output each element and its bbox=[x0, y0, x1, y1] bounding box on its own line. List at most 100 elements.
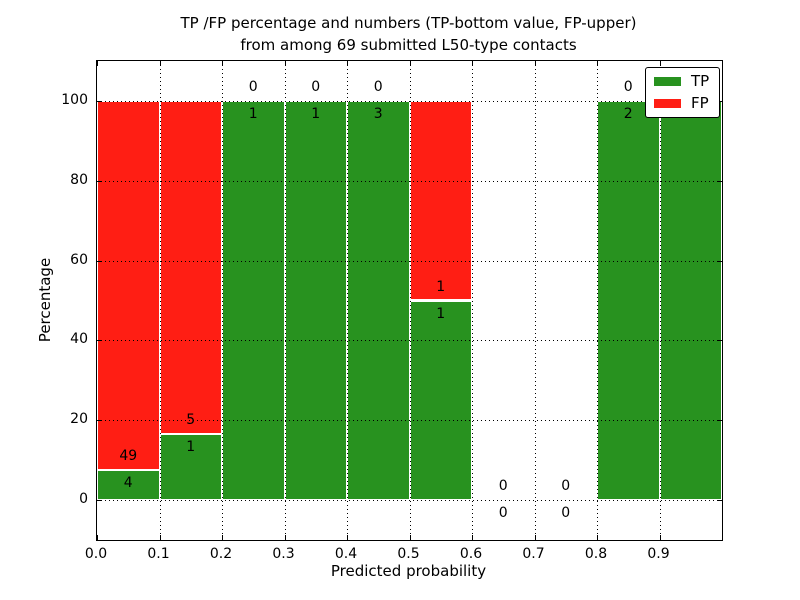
legend-item-fp: FP bbox=[654, 96, 709, 111]
gridline-v bbox=[534, 61, 536, 540]
tick-mark bbox=[97, 340, 102, 342]
bar-segment-tp bbox=[284, 100, 347, 501]
tick-mark bbox=[97, 535, 98, 540]
bar-count-label-fp: 0 bbox=[248, 78, 258, 95]
tick-mark bbox=[409, 61, 411, 66]
x-tick-label: 0.6 bbox=[459, 546, 483, 562]
tick-mark bbox=[717, 420, 722, 422]
bar-count-label-fp: 49 bbox=[119, 447, 138, 464]
tick-mark bbox=[597, 61, 598, 66]
tick-mark bbox=[717, 180, 722, 182]
chart-title: TP /FP percentage and numbers (TP-bottom… bbox=[96, 12, 721, 56]
bar-count-label-fp: 0 bbox=[311, 78, 321, 95]
tick-mark bbox=[722, 61, 723, 66]
bar-count-label-fp: 1 bbox=[436, 278, 446, 295]
tick-mark bbox=[659, 61, 661, 66]
tick-mark bbox=[717, 500, 722, 502]
chart-title-line1: TP /FP percentage and numbers (TP-bottom… bbox=[180, 14, 637, 32]
bar-count-label-tp: 4 bbox=[123, 474, 133, 491]
y-tick-label: 100 bbox=[61, 91, 88, 108]
x-axis-label: Predicted probability bbox=[330, 562, 487, 580]
tick-mark bbox=[534, 61, 536, 66]
x-tick-label: 0.2 bbox=[209, 546, 233, 562]
bar-count-label-tp: 2 bbox=[623, 105, 633, 122]
tick-mark bbox=[97, 420, 102, 422]
x-tick-label: 0.1 bbox=[147, 546, 170, 562]
tick-mark bbox=[97, 500, 102, 502]
x-tick-label: 0.5 bbox=[397, 546, 420, 562]
y-tick-label: 60 bbox=[70, 251, 88, 268]
legend-label-tp: TP bbox=[691, 72, 710, 90]
tick-mark bbox=[717, 340, 722, 342]
tick-mark bbox=[717, 260, 722, 262]
gridline-v bbox=[409, 61, 411, 540]
tick-mark bbox=[597, 535, 598, 540]
tick-mark bbox=[284, 61, 286, 66]
bar-count-label-tp: 0 bbox=[498, 505, 508, 522]
bar-count-label-tp: 1 bbox=[248, 105, 258, 122]
tick-mark bbox=[97, 100, 102, 102]
bar-count-label-fp: 0 bbox=[623, 78, 633, 95]
bar-segment-tp bbox=[159, 433, 222, 501]
legend: TP FP bbox=[645, 67, 721, 118]
tick-mark bbox=[347, 61, 348, 66]
x-tick-label: 0.7 bbox=[522, 546, 545, 562]
bar-segment-tp bbox=[97, 469, 160, 501]
bar-segment-tp bbox=[409, 300, 472, 501]
y-tick-label: 80 bbox=[70, 171, 88, 188]
tick-mark bbox=[222, 535, 223, 540]
tick-mark bbox=[472, 535, 473, 540]
tick-mark bbox=[472, 61, 473, 66]
tick-mark bbox=[222, 61, 223, 66]
tick-mark bbox=[722, 535, 723, 540]
bar-count-label-tp: 1 bbox=[311, 105, 321, 122]
bar-count-label-tp: 1 bbox=[186, 438, 196, 455]
tick-mark bbox=[347, 535, 348, 540]
bar-segment-fp bbox=[409, 100, 472, 301]
gridline-v bbox=[472, 61, 473, 540]
legend-item-tp: TP bbox=[654, 74, 709, 89]
legend-swatch-fp bbox=[654, 99, 681, 108]
x-tick-label: 0.4 bbox=[334, 546, 358, 562]
bar-segment-fp bbox=[159, 100, 222, 434]
tick-mark bbox=[659, 535, 661, 540]
tick-mark bbox=[97, 180, 102, 182]
y-tick-label: 40 bbox=[70, 331, 88, 348]
tick-mark bbox=[409, 535, 411, 540]
tick-mark bbox=[97, 260, 102, 262]
x-tick-label: 0.9 bbox=[647, 546, 670, 562]
bar-count-label-fp: 0 bbox=[373, 78, 383, 95]
tick-mark bbox=[534, 535, 536, 540]
tick-mark bbox=[159, 61, 161, 66]
tick-mark bbox=[284, 535, 286, 540]
x-tick-label: 0.8 bbox=[584, 546, 608, 562]
bar-segment-fp bbox=[97, 100, 160, 470]
bar-segment-tp bbox=[347, 100, 410, 501]
bar-count-label-tp: 0 bbox=[561, 505, 571, 522]
legend-swatch-tp bbox=[654, 77, 681, 86]
legend-label-fp: FP bbox=[691, 94, 709, 112]
tick-mark bbox=[159, 535, 161, 540]
gridline-v bbox=[347, 61, 348, 540]
x-tick-label: 0.3 bbox=[272, 546, 295, 562]
plot-area: TP FP 494510101031100000201 bbox=[96, 60, 723, 541]
y-tick-label: 20 bbox=[70, 411, 88, 428]
gridline-v bbox=[597, 61, 598, 540]
chart-title-line2: from among 69 submitted L50-type contact… bbox=[240, 36, 577, 54]
tick-mark bbox=[97, 61, 98, 66]
bar-segment-tp bbox=[597, 100, 660, 501]
x-tick-label: 0.0 bbox=[84, 546, 108, 562]
gridline-v bbox=[659, 61, 661, 540]
bar-segment-tp bbox=[222, 100, 285, 501]
bar-count-label-tp: 3 bbox=[373, 105, 383, 122]
gridline-v bbox=[284, 61, 286, 540]
bar-count-label-tp: 1 bbox=[436, 305, 446, 322]
bar-count-label-fp: 0 bbox=[561, 478, 571, 495]
y-tick-label: 0 bbox=[79, 491, 88, 508]
gridline-v bbox=[159, 61, 161, 540]
bar-segment-tp bbox=[659, 100, 722, 501]
y-axis-label: Percentage bbox=[36, 257, 54, 343]
gridline-v bbox=[222, 61, 223, 540]
bar-count-label-fp: 0 bbox=[498, 478, 508, 495]
